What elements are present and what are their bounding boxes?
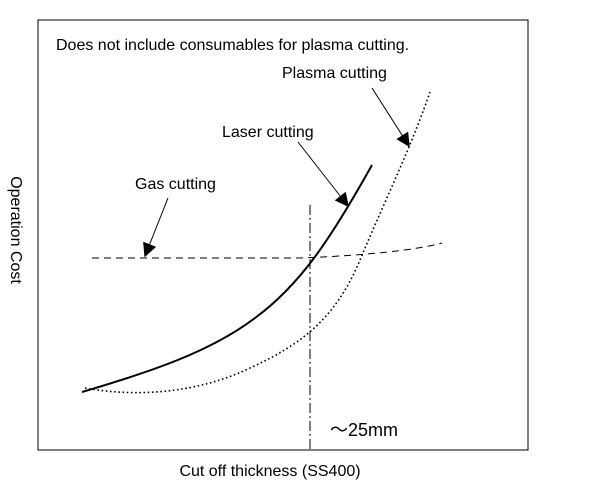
plasma-curve xyxy=(84,91,431,394)
plot-frame xyxy=(37,19,529,451)
plasma-arrow xyxy=(371,87,410,148)
threshold-label: ～25mm xyxy=(330,420,398,440)
gas-curve xyxy=(92,242,443,259)
gas-label: Gas cutting xyxy=(135,176,216,193)
laser-label: Laser cutting xyxy=(222,124,314,141)
laser-arrow xyxy=(297,141,349,208)
note: Does not include consumables for plasma … xyxy=(56,37,409,54)
gas-arrow xyxy=(143,197,169,258)
y-axis-label: Operation Cost xyxy=(7,176,24,284)
x-axis-label: Cut off thickness (SS400) xyxy=(179,463,360,480)
plasma-label: Plasma cutting xyxy=(282,65,387,82)
laser-curve xyxy=(81,164,373,393)
